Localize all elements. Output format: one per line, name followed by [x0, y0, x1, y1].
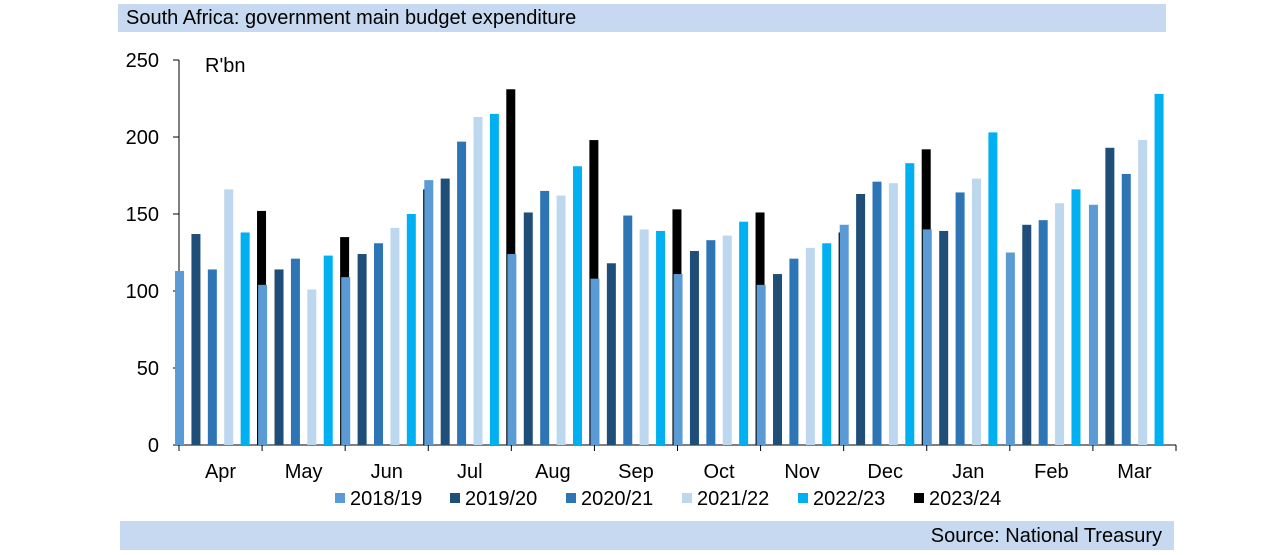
x-tick-label: Jun — [371, 461, 403, 483]
bar — [988, 132, 998, 445]
bar — [623, 215, 633, 445]
y-tick-label: 0 — [148, 435, 159, 457]
x-tick-label: Oct — [703, 461, 735, 483]
bar — [1105, 147, 1115, 445]
bar — [556, 195, 566, 445]
bar — [374, 243, 384, 445]
bar — [839, 224, 849, 445]
bar — [856, 193, 866, 445]
legend-swatch — [450, 493, 460, 503]
legend-label: 2022/23 — [813, 488, 885, 510]
bar — [507, 254, 517, 445]
legend-label: 2023/24 — [929, 488, 1001, 510]
bar — [1138, 140, 1148, 445]
x-tick-label: Jul — [457, 461, 483, 483]
y-tick-label: 200 — [126, 127, 159, 149]
x-tick-label: Feb — [1034, 461, 1068, 483]
y-tick-label: 50 — [137, 358, 159, 380]
bar — [207, 269, 217, 445]
bar — [274, 269, 284, 445]
bar — [939, 230, 949, 445]
bar — [639, 229, 649, 445]
y-tick-label: 150 — [126, 204, 159, 226]
bar — [1121, 173, 1131, 445]
bar — [722, 235, 732, 445]
legend-label: 2018/19 — [350, 488, 422, 510]
bar — [656, 230, 666, 445]
bar — [706, 240, 716, 445]
bar — [773, 274, 783, 445]
y-tick-label: 100 — [126, 281, 159, 303]
source-bar: Source: National Treasury — [120, 521, 1174, 550]
bar — [1038, 220, 1048, 445]
x-tick-label: Apr — [205, 461, 236, 483]
bar — [805, 247, 815, 445]
bar — [922, 229, 932, 445]
legend-swatch — [682, 493, 692, 503]
x-tick-label: Sep — [618, 461, 654, 483]
legend-label: 2019/20 — [465, 488, 537, 510]
legend-swatch — [335, 493, 345, 503]
x-tick-label: May — [285, 461, 323, 483]
bar — [1071, 189, 1081, 445]
y-tick-label: 250 — [126, 50, 159, 72]
bar — [739, 221, 749, 445]
bar — [307, 289, 317, 445]
bar — [390, 227, 400, 445]
bar — [606, 263, 616, 445]
bar — [756, 284, 766, 445]
bar — [971, 178, 981, 445]
x-tick-label: Jan — [952, 461, 984, 483]
bar — [191, 234, 201, 445]
bar — [1055, 203, 1065, 445]
legend-label: 2021/22 — [697, 488, 769, 510]
bar — [240, 232, 250, 445]
bar — [872, 181, 882, 445]
bar — [572, 166, 582, 445]
bar — [357, 254, 367, 445]
legend-swatch — [798, 493, 808, 503]
y-axis-label: R'bn — [205, 55, 246, 77]
bar — [290, 258, 300, 445]
x-tick-label: Mar — [1117, 461, 1152, 483]
bar — [673, 274, 683, 445]
bar — [822, 243, 832, 445]
bar — [590, 278, 600, 445]
bar — [175, 270, 185, 445]
bar — [489, 113, 499, 446]
bar — [473, 116, 483, 445]
chart-title: South Africa: government main budget exp… — [126, 7, 577, 29]
bar — [1005, 252, 1015, 445]
bar — [1022, 224, 1032, 445]
bar — [689, 250, 699, 445]
legend-swatch — [566, 493, 576, 503]
x-tick-label: Dec — [867, 461, 903, 483]
source-note: Source: National Treasury — [930, 525, 1162, 547]
bar — [789, 258, 799, 445]
x-tick-label: Aug — [535, 461, 571, 483]
bar — [341, 277, 351, 445]
bar — [406, 214, 416, 445]
bar — [457, 141, 467, 445]
legend-swatch — [914, 493, 924, 503]
bar — [523, 212, 533, 445]
bar — [440, 178, 450, 445]
x-tick-label: Nov — [784, 461, 820, 483]
title-bar: South Africa: government main budget exp… — [118, 4, 1166, 32]
bar — [323, 255, 333, 445]
bar — [955, 192, 965, 445]
bar — [258, 284, 268, 445]
bar — [1088, 204, 1098, 445]
bar — [1154, 93, 1164, 445]
bar — [888, 183, 898, 445]
bar — [424, 180, 434, 445]
legend-label: 2020/21 — [581, 488, 653, 510]
bar — [540, 190, 550, 445]
bar — [224, 189, 234, 445]
bar — [905, 163, 915, 445]
